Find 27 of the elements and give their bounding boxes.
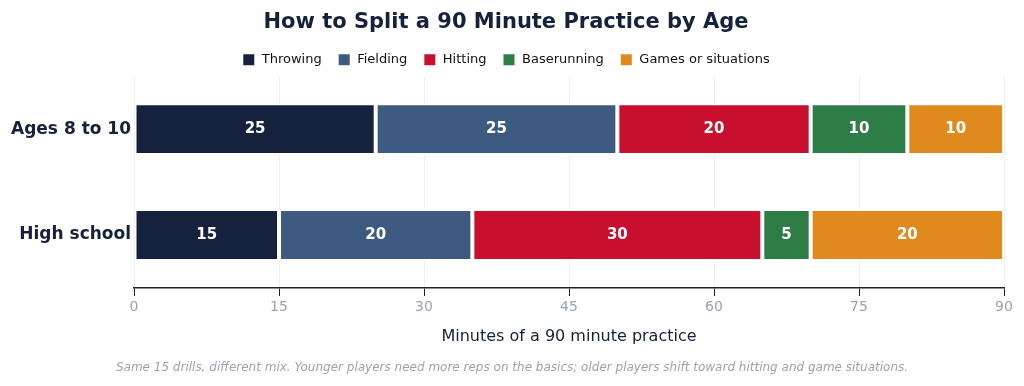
legend-label: Hitting [442, 51, 487, 67]
data-label: 10 [945, 119, 967, 138]
x-tick-label: 15 [270, 298, 288, 315]
legend-label: Throwing [260, 51, 322, 67]
x-tick-label: 0 [129, 298, 139, 315]
data-label: 20 [365, 224, 387, 243]
text: Same 15 drills, different mix. Younger players need more reps on the basics; older players shift toward hitting and game situations. [115, 360, 909, 375]
data-label: 30 [606, 224, 628, 243]
data-label: 15 [196, 224, 218, 243]
x-tick-label: 30 [415, 298, 433, 315]
x-tick-label: 90 [995, 298, 1013, 315]
data-label: 20 [703, 119, 725, 138]
data-label: 10 [848, 119, 870, 138]
chart-title: How to Split a 90 Minute Practice by Age [263, 9, 749, 34]
data-label: 20 [896, 224, 918, 243]
legend-label: Games or situations [639, 51, 770, 67]
data-label: 5 [781, 224, 792, 243]
x-axis-title: Minutes of a 90 minute practice [441, 325, 697, 345]
y-tick-label: Ages 8 to 10 [10, 117, 132, 138]
x-tick-label: 60 [705, 298, 723, 315]
x-tick-label: 75 [850, 298, 868, 315]
legend-label: Baserunning [522, 51, 604, 67]
data-label: 25 [244, 119, 266, 138]
y-tick-label: High school [19, 223, 132, 244]
x-tick-label: 45 [560, 298, 578, 315]
data-label: 25 [486, 119, 507, 138]
legend-label: Fielding [357, 51, 408, 67]
